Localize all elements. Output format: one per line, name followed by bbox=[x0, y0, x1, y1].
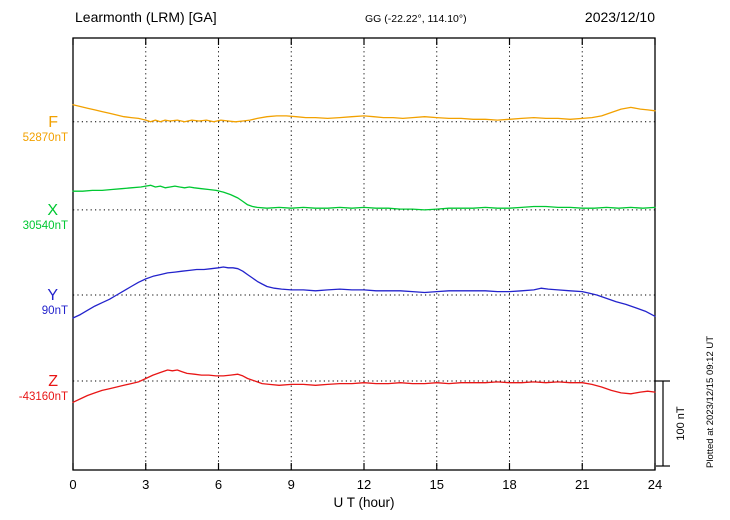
x-tick-label: 9 bbox=[288, 477, 295, 492]
series-label-X: X bbox=[47, 202, 58, 219]
series-baseline-value-Z: -43160nT bbox=[19, 391, 68, 403]
x-tick-label: 24 bbox=[648, 477, 662, 492]
series-baseline-value-X: 30540nT bbox=[23, 220, 68, 232]
series-baseline-value-Y: 90nT bbox=[42, 305, 68, 317]
trace-Y bbox=[72, 266, 656, 319]
x-tick-label: 0 bbox=[69, 477, 76, 492]
x-tick-label: 12 bbox=[357, 477, 371, 492]
series-label-Z: Z bbox=[48, 373, 58, 390]
x-tick-label: 15 bbox=[430, 477, 444, 492]
x-axis-label: U T (hour) bbox=[333, 495, 394, 510]
series-baseline-value-F: 52870nT bbox=[23, 132, 68, 144]
x-tick-label: 21 bbox=[575, 477, 589, 492]
series-label-Y: Y bbox=[47, 287, 58, 304]
scale-bar-label: 100 nT bbox=[675, 406, 687, 441]
series-label-F: F bbox=[48, 114, 58, 131]
trace-Z bbox=[72, 369, 656, 403]
plotted-at-note: Plotted at 2023/12/15 09:12 UT bbox=[705, 336, 716, 468]
plot-date: 2023/12/10 bbox=[584, 9, 655, 25]
trace-X bbox=[72, 184, 656, 211]
station-title: Learmonth (LRM) [GA] bbox=[75, 9, 217, 25]
trace-F bbox=[72, 104, 656, 123]
x-tick-label: 6 bbox=[215, 477, 222, 492]
x-tick-label: 3 bbox=[142, 477, 149, 492]
x-tick-label: 18 bbox=[502, 477, 516, 492]
geo-coords: GG (-22.22°, 114.10°) bbox=[365, 13, 467, 25]
